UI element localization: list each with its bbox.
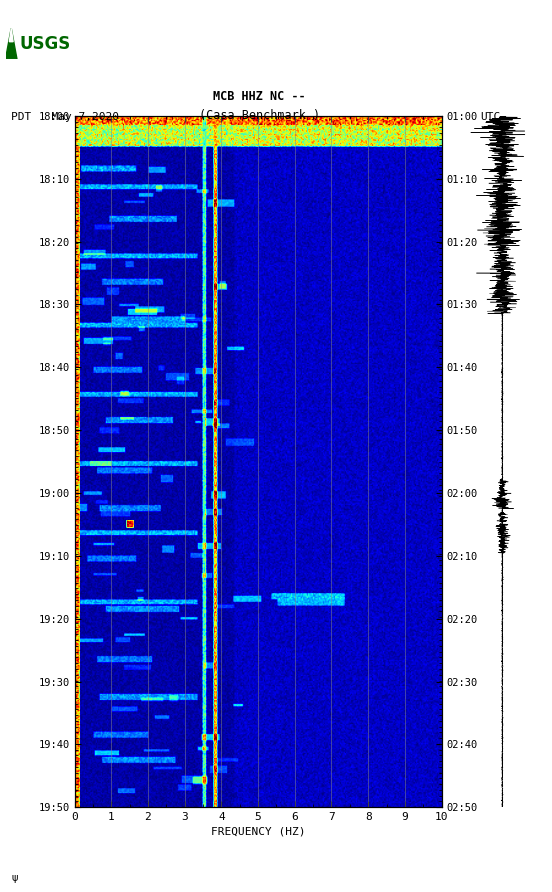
Text: (Casa Benchmark ): (Casa Benchmark )	[199, 109, 320, 122]
Text: UTC: UTC	[480, 112, 501, 122]
Polygon shape	[9, 29, 13, 42]
Text: ψ: ψ	[11, 873, 18, 883]
Text: MCB HHZ NC --: MCB HHZ NC --	[213, 89, 306, 103]
X-axis label: FREQUENCY (HZ): FREQUENCY (HZ)	[211, 826, 305, 837]
Text: USGS: USGS	[19, 35, 71, 54]
Polygon shape	[6, 29, 17, 59]
Text: PDT   May 7,2020: PDT May 7,2020	[11, 112, 119, 122]
